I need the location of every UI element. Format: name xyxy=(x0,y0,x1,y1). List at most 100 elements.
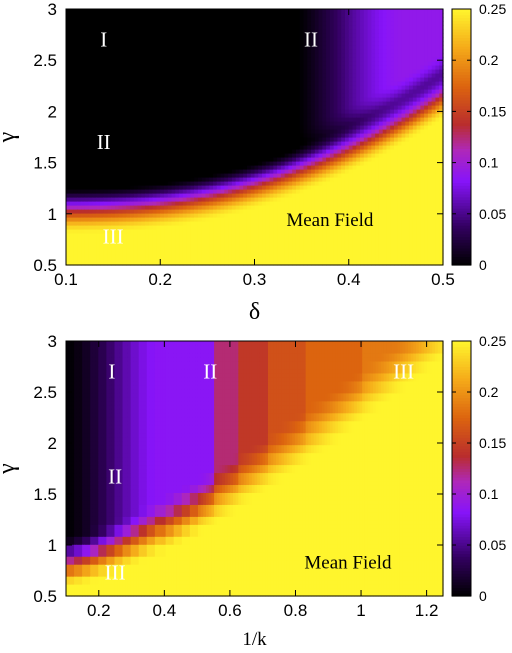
heatmap-cell xyxy=(141,141,146,146)
heatmap-cell xyxy=(115,17,120,22)
heatmap-cell xyxy=(228,25,233,30)
heatmap-cell xyxy=(167,205,173,210)
heatmap-cell xyxy=(66,181,71,186)
heatmap-cell xyxy=(356,157,361,162)
heatmap-cell xyxy=(231,177,237,182)
heatmap-cell xyxy=(216,13,222,18)
heatmap-cell xyxy=(179,197,184,202)
heatmap-cell xyxy=(141,121,146,126)
heatmap-cell xyxy=(194,241,199,246)
heatmap-cell xyxy=(269,77,274,82)
heatmap-cell xyxy=(81,141,86,146)
heatmap-cell xyxy=(299,165,305,170)
heatmap-cell xyxy=(277,161,282,166)
heatmap-cell xyxy=(228,109,233,114)
heatmap-cell xyxy=(277,57,282,62)
heatmap-cell xyxy=(273,33,278,38)
heatmap-cell xyxy=(92,65,97,70)
heatmap-cell xyxy=(77,73,82,78)
heatmap-cell xyxy=(277,145,282,150)
heatmap-cell xyxy=(156,169,161,174)
heatmap-cell xyxy=(356,241,361,246)
heatmap-cell xyxy=(239,153,244,158)
heatmap-cell xyxy=(107,9,112,14)
heatmap-cell xyxy=(352,41,357,46)
heatmap-cell xyxy=(201,57,207,62)
heatmap-cell xyxy=(197,61,203,66)
heatmap-cell xyxy=(167,101,173,106)
heatmap-cell xyxy=(77,213,82,218)
heatmap-cell xyxy=(303,153,308,158)
heatmap-cell xyxy=(126,129,131,134)
heatmap-cell xyxy=(224,229,229,234)
heatmap-cell xyxy=(126,125,131,130)
heatmap-cell xyxy=(182,9,188,14)
heatmap-cell xyxy=(235,225,241,230)
heatmap-cell xyxy=(152,157,158,162)
heatmap-cell xyxy=(288,129,293,134)
heatmap-cell xyxy=(84,237,90,242)
heatmap-cell xyxy=(164,101,169,106)
heatmap-cell xyxy=(77,161,82,166)
heatmap-cell xyxy=(156,113,161,118)
heatmap-cell xyxy=(88,89,93,94)
heatmap-cell xyxy=(130,109,135,114)
heatmap-cell xyxy=(205,101,210,106)
heatmap-cell xyxy=(182,105,188,110)
heatmap-cell xyxy=(277,229,282,234)
heatmap-cell xyxy=(326,205,331,210)
heatmap-cell xyxy=(197,257,203,262)
heatmap-cell xyxy=(130,233,135,238)
heatmap-cell xyxy=(148,137,154,142)
heatmap-cell xyxy=(201,121,207,126)
heatmap-cell xyxy=(69,197,75,202)
heatmap-cell xyxy=(258,29,263,34)
heatmap-cell xyxy=(107,53,112,58)
heatmap-cell xyxy=(186,165,192,170)
heatmap-cell xyxy=(201,109,207,114)
heatmap-cell xyxy=(194,85,199,90)
heatmap-cell xyxy=(273,105,278,110)
heatmap-cell xyxy=(344,21,350,26)
heatmap-cell xyxy=(318,261,323,266)
heatmap-cell xyxy=(269,245,274,250)
heatmap-cell xyxy=(333,133,339,138)
heatmap-cell xyxy=(141,169,146,174)
heatmap-cell xyxy=(288,137,293,142)
heatmap-cell xyxy=(73,189,78,194)
heatmap-cell xyxy=(66,205,71,210)
heatmap-cell xyxy=(115,93,120,98)
heatmap-cell xyxy=(295,33,301,38)
heatmap-cell xyxy=(145,125,150,130)
heatmap-cell xyxy=(288,29,293,34)
heatmap-cell xyxy=(299,213,305,218)
heatmap-cell xyxy=(160,245,165,250)
heatmap-cell xyxy=(171,237,176,242)
heatmap-cell xyxy=(258,249,263,254)
heatmap-cell xyxy=(77,173,82,178)
heatmap-cell xyxy=(250,133,256,138)
heatmap-cell xyxy=(265,37,271,42)
heatmap-cell xyxy=(326,201,331,206)
heatmap-cell xyxy=(295,145,301,150)
heatmap-cell xyxy=(273,209,278,214)
heatmap-cell xyxy=(171,173,176,178)
heatmap-cell xyxy=(314,133,320,138)
heatmap-cell xyxy=(333,205,339,210)
heatmap-cell xyxy=(280,85,286,90)
heatmap-cell xyxy=(126,149,131,154)
heatmap-cell xyxy=(292,229,297,234)
heatmap-cell xyxy=(216,133,222,138)
heatmap-cell xyxy=(73,57,78,62)
heatmap-cell xyxy=(190,77,195,82)
heatmap-cell xyxy=(197,165,203,170)
heatmap-cell xyxy=(213,133,218,138)
heatmap-cell xyxy=(115,157,120,162)
heatmap-cell xyxy=(280,73,286,78)
heatmap-cell xyxy=(344,225,350,230)
heatmap-cell xyxy=(175,57,180,62)
heatmap-cell xyxy=(216,97,222,102)
heatmap-cell xyxy=(133,133,139,138)
heatmap-cell xyxy=(190,225,195,230)
heatmap-cell xyxy=(254,229,259,234)
